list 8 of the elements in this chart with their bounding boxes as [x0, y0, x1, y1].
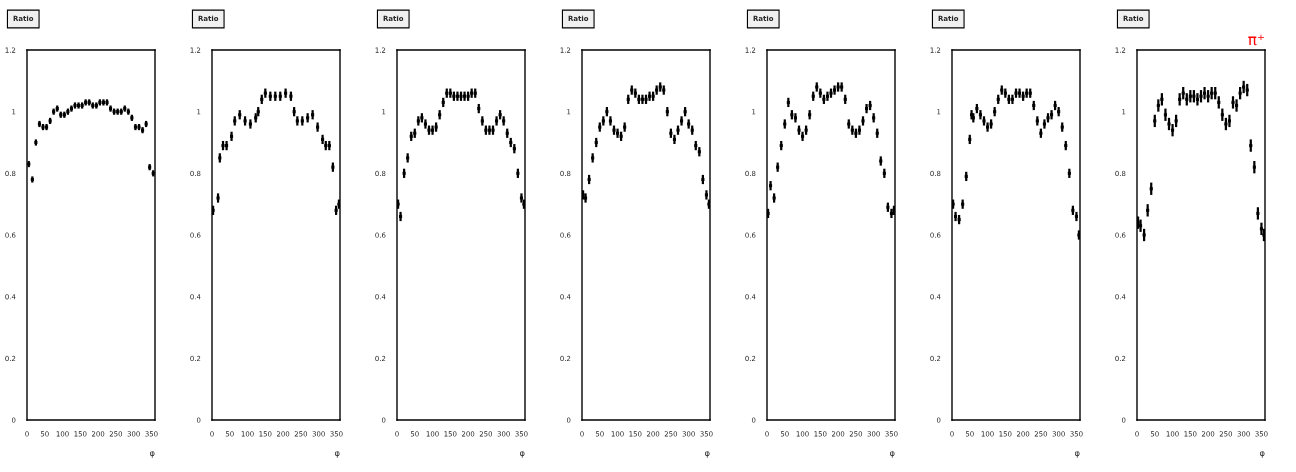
- x-axis-title: φ: [1074, 451, 1080, 458]
- x-axis-title: φ: [704, 451, 710, 458]
- x-axis-title: φ: [149, 451, 155, 458]
- x-axis-title: φ: [519, 451, 525, 458]
- x-axis-title: φ: [334, 451, 340, 458]
- text: π⁺: [1248, 34, 1264, 46]
- x-axis-title: φ: [1259, 451, 1265, 458]
- x-axis-title: φ: [889, 451, 895, 458]
